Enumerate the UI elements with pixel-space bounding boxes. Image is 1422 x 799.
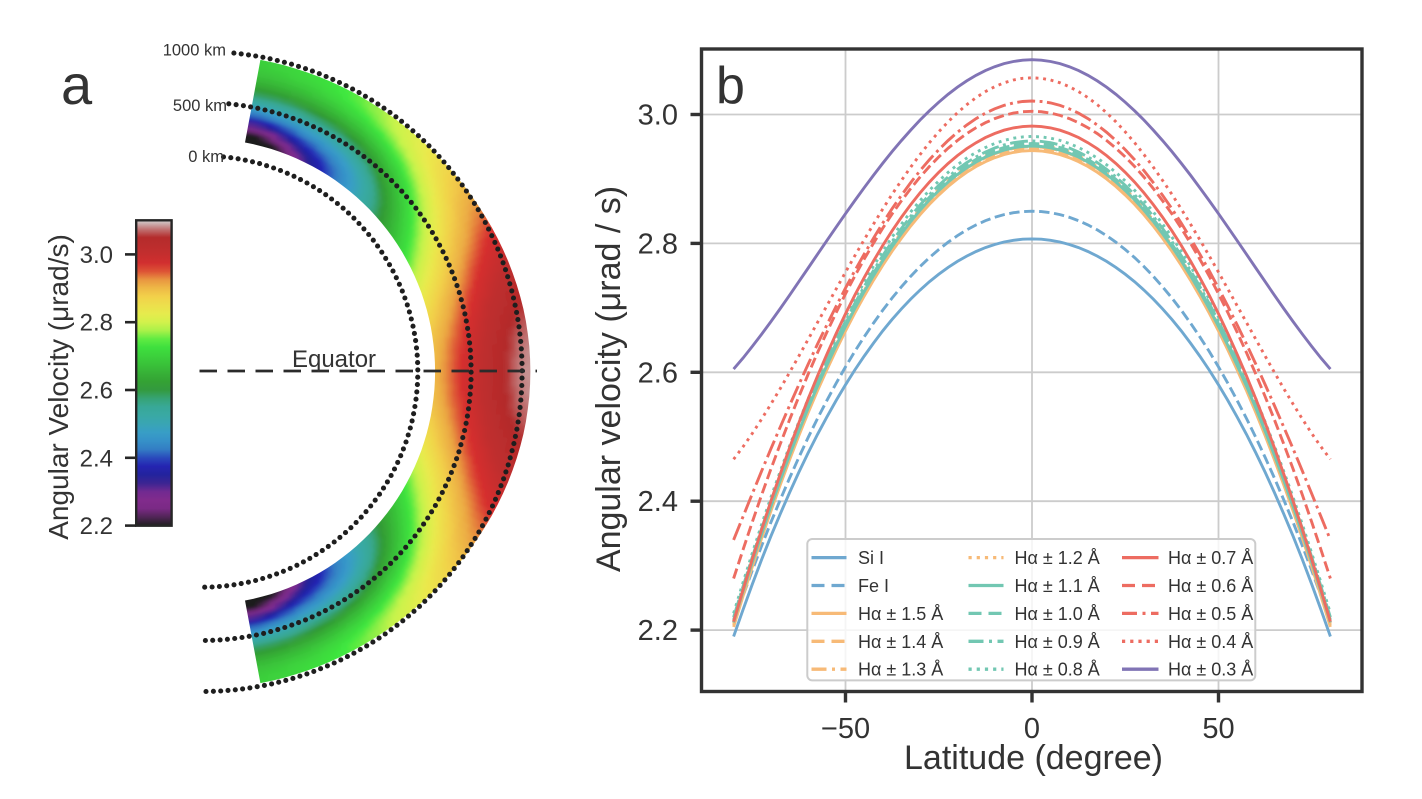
svg-text:50: 50 bbox=[1202, 713, 1234, 745]
svg-text:Hα ± 1.0 Å: Hα ± 1.0 Å bbox=[1015, 604, 1100, 624]
svg-text:Angular velocity (μrad / s): Angular velocity (μrad / s) bbox=[590, 186, 628, 572]
svg-text:2.8: 2.8 bbox=[638, 228, 678, 260]
svg-text:b: b bbox=[716, 57, 745, 115]
svg-text:Fe I: Fe I bbox=[858, 576, 889, 596]
svg-text:Hα ± 1.3 Å: Hα ± 1.3 Å bbox=[858, 660, 943, 680]
svg-text:Hα ± 1.5 Å: Hα ± 1.5 Å bbox=[858, 604, 943, 624]
svg-text:Hα ± 0.8 Å: Hα ± 0.8 Å bbox=[1015, 660, 1100, 680]
svg-text:−50: −50 bbox=[821, 713, 870, 745]
svg-text:Latitude (degree): Latitude (degree) bbox=[904, 739, 1163, 777]
svg-text:3.0: 3.0 bbox=[638, 100, 678, 132]
svg-text:2.4: 2.4 bbox=[638, 486, 678, 518]
svg-text:2.2: 2.2 bbox=[638, 615, 678, 647]
svg-text:Hα ± 0.5 Å: Hα ± 0.5 Å bbox=[1168, 604, 1253, 624]
svg-text:Hα ± 0.7 Å: Hα ± 0.7 Å bbox=[1168, 548, 1253, 568]
svg-text:Hα ± 1.2 Å: Hα ± 1.2 Å bbox=[1015, 548, 1100, 568]
svg-text:Hα ± 1.1 Å: Hα ± 1.1 Å bbox=[1015, 576, 1100, 596]
svg-text:Hα ± 0.6 Å: Hα ± 0.6 Å bbox=[1168, 576, 1253, 596]
svg-text:Si I: Si I bbox=[858, 548, 884, 568]
svg-text:2.6: 2.6 bbox=[638, 357, 678, 389]
svg-text:Hα ± 0.9 Å: Hα ± 0.9 Å bbox=[1015, 632, 1100, 652]
svg-text:Hα ± 0.4 Å: Hα ± 0.4 Å bbox=[1168, 632, 1253, 652]
svg-text:Hα ± 0.3 Å: Hα ± 0.3 Å bbox=[1168, 660, 1253, 680]
svg-text:Hα ± 1.4 Å: Hα ± 1.4 Å bbox=[858, 632, 943, 652]
